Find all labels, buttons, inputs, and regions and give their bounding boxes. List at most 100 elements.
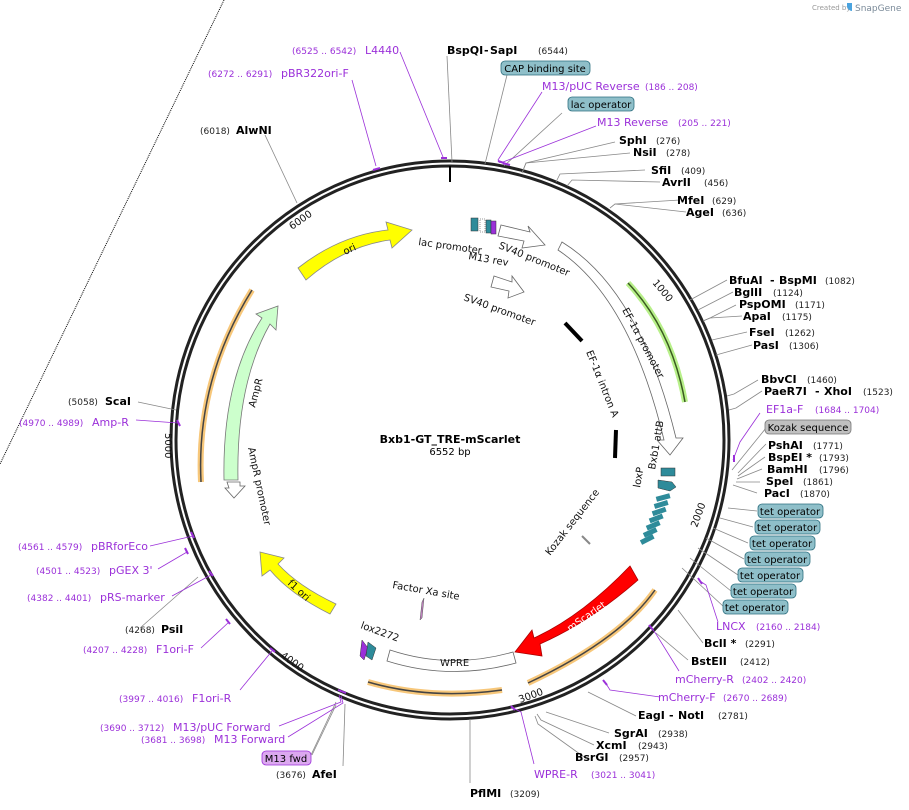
primer-f1ori-f[interactable]: F1ori-F xyxy=(156,643,194,656)
enzyme-bspqi[interactable]: BspQI xyxy=(447,44,483,57)
ampr-promoter-feature[interactable] xyxy=(224,481,246,499)
primer-m13-puc-reverse-range: (186 .. 208) xyxy=(645,83,698,93)
lox2272-feature[interactable] xyxy=(365,641,377,661)
kozak-feature[interactable] xyxy=(581,535,591,545)
enzyme-separator: - xyxy=(669,709,674,722)
primer-amp-r[interactable]: Amp-R xyxy=(92,416,129,429)
tet-operator-blocks[interactable] xyxy=(639,493,671,545)
enzyme-nsii[interactable]: NsiI xyxy=(633,146,657,159)
kozak-label: Kozak sequence xyxy=(544,487,602,557)
enzyme-bspei[interactable]: BspEI * xyxy=(768,451,812,464)
enzyme-xhoi[interactable]: XhoI xyxy=(824,385,852,398)
enzyme-avrii-pos: (456) xyxy=(704,179,728,189)
primer-m13-reverse[interactable]: M13 Reverse xyxy=(597,116,668,129)
enzyme-xcmi[interactable]: XcmI xyxy=(596,739,627,752)
feature-box-kozak[interactable]: Kozak sequence xyxy=(764,419,852,435)
sv40-promoter-2-feature[interactable] xyxy=(490,274,525,299)
enzyme-eagi[interactable]: EagI xyxy=(638,709,665,722)
ampr-label: AmpR xyxy=(247,377,265,409)
primer-f1ori-r[interactable]: F1ori-R xyxy=(192,692,232,705)
primer-l4440[interactable]: L4440 xyxy=(365,44,399,57)
enzyme-separator: - xyxy=(770,274,775,287)
enzyme-bglii-pos: (1124) xyxy=(773,289,803,299)
enzyme-bspmi[interactable]: BspMI xyxy=(779,274,817,287)
enzyme-bcli[interactable]: BclI * xyxy=(704,637,737,650)
m13-rev-label: M13 rev xyxy=(467,251,509,269)
enzyme-scai[interactable]: ScaI xyxy=(105,395,131,408)
enzyme-paer7i[interactable]: PaeR7I xyxy=(764,385,807,398)
cap-binding-feature[interactable] xyxy=(479,218,486,233)
factor-xa-label: Factor Xa site xyxy=(391,580,460,603)
feature-box-tet-operator-1[interactable]: tet operator xyxy=(757,503,824,519)
feature-box-lac-operator[interactable]: lac operator xyxy=(567,96,635,112)
primer-mcherry-r[interactable]: mCherry-R xyxy=(675,673,734,686)
feature-box-cap-binding[interactable]: CAP binding site xyxy=(500,60,591,76)
factor-xa-feature[interactable] xyxy=(419,597,425,621)
enzyme-sphi[interactable]: SphI xyxy=(619,134,647,147)
primer-pbrforeco[interactable]: pBRforEco xyxy=(91,540,148,553)
primer-pbr322ori-f[interactable]: pBR322ori-F xyxy=(281,67,349,80)
enzyme-bfuai[interactable]: BfuAI xyxy=(729,274,763,287)
ampr-feature[interactable] xyxy=(223,305,279,481)
primer-pgex3[interactable]: pGEX 3' xyxy=(109,564,153,577)
enzyme-sgrai[interactable]: SgrAI xyxy=(614,727,648,740)
ori-label: ori xyxy=(342,242,358,257)
credit-brand[interactable]: SnapGene xyxy=(855,4,902,14)
enzyme-bbvci[interactable]: BbvCI xyxy=(761,373,797,386)
m13-rev-feature[interactable] xyxy=(490,220,497,235)
enzyme-afei-pos: (3676) xyxy=(276,771,306,781)
enzyme-leaders xyxy=(137,55,767,783)
enzyme-avrii[interactable]: AvrII xyxy=(662,176,691,189)
enzyme-pasi[interactable]: PasI xyxy=(753,339,779,352)
enzyme-bglii[interactable]: BglII xyxy=(734,286,762,299)
enzyme-noti[interactable]: NotI xyxy=(678,709,704,722)
enzyme-alwni[interactable]: AlwNI xyxy=(236,124,272,137)
feature-box-m13-fwd[interactable]: M13 fwd xyxy=(261,750,312,766)
enzyme-bsrgi[interactable]: BsrGI xyxy=(575,751,608,764)
enzyme-mfei[interactable]: MfeI xyxy=(677,194,704,207)
lac-operator-2-feature[interactable] xyxy=(485,219,492,234)
enzyme-psii[interactable]: PsiI xyxy=(161,623,183,636)
enzyme-afei[interactable]: AfeI xyxy=(312,768,337,781)
wpre-feature[interactable] xyxy=(386,649,517,672)
enzyme-apai[interactable]: ApaI xyxy=(743,310,771,323)
tick-1000: 1000 xyxy=(650,278,675,305)
primer-mcherry-f[interactable]: mCherry-F xyxy=(658,691,716,704)
primer-m13-puc-forward[interactable]: M13/pUC Forward xyxy=(173,721,271,734)
enzyme-pspomi[interactable]: PspOMI xyxy=(739,298,786,311)
feature-box-tet-operator-4[interactable]: tet operator xyxy=(744,551,811,567)
mscarlet-feature[interactable] xyxy=(514,565,639,657)
bxb1-attb-feature[interactable] xyxy=(660,467,676,477)
enzyme-pshai[interactable]: PshAI xyxy=(768,439,803,452)
f1-ori-feature[interactable] xyxy=(259,551,337,615)
lac-operator-feature[interactable] xyxy=(470,217,479,232)
enzyme-sfii[interactable]: SfiI xyxy=(651,164,671,177)
sv40-promoter-1-feature[interactable] xyxy=(497,224,546,249)
loxp-feature[interactable] xyxy=(657,479,677,492)
primer-prs-marker[interactable]: pRS-marker xyxy=(100,591,165,604)
enzyme-bsteii[interactable]: BstEII xyxy=(691,655,727,668)
ef1a-promoter-feature[interactable] xyxy=(557,241,684,456)
enzyme-bamhi[interactable]: BamHI xyxy=(767,463,808,476)
primer-ef1a-f[interactable]: EF1a-F xyxy=(766,403,803,416)
ori-feature[interactable] xyxy=(297,221,413,281)
primer-m13-puc-reverse[interactable]: M13/pUC Reverse xyxy=(542,80,640,93)
feature-box-label: CAP binding site xyxy=(504,64,586,75)
enzyme-fsei[interactable]: FseI xyxy=(749,326,775,339)
feature-box-tet-operator-2[interactable]: tet operator xyxy=(754,519,821,535)
feature-box-tet-operator-6[interactable]: tet operator xyxy=(730,583,797,599)
feature-box-tet-operator-3[interactable]: tet operator xyxy=(749,535,816,551)
enzyme-bsrgi-pos: (2957) xyxy=(619,754,649,764)
feature-box-tet-operator-5[interactable]: tet operator xyxy=(737,567,804,583)
primer-wpre-r[interactable]: WPRE-R xyxy=(534,768,578,781)
enzyme-paci[interactable]: PacI xyxy=(764,487,790,500)
primer-m13-forward[interactable]: M13 Forward xyxy=(214,733,285,746)
enzyme-pflmi[interactable]: PflMI xyxy=(470,787,501,800)
primer-lncx[interactable]: LNCX xyxy=(716,620,746,633)
ampr-promoter-label: AmpR promoter xyxy=(245,446,272,527)
enzyme-bspqi-pos: (6544) xyxy=(538,47,568,57)
enzyme-agei[interactable]: AgeI xyxy=(686,206,714,219)
enzyme-sapi[interactable]: SapI xyxy=(490,44,517,57)
feature-box-tet-operator-7[interactable]: tet operator xyxy=(722,599,789,615)
enzyme-spei[interactable]: SpeI xyxy=(766,475,793,488)
